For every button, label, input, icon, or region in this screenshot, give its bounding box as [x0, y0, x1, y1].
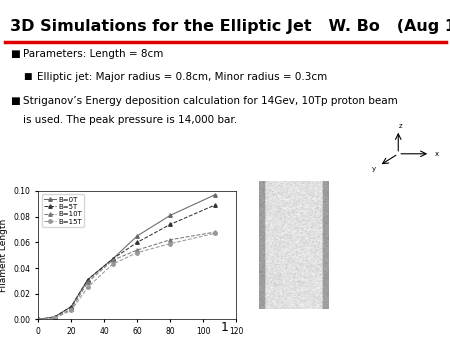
Text: y: y [372, 166, 376, 172]
B=5T [110, 257, 115, 261]
Y-axis label: Filament Length: Filament Length [0, 219, 8, 292]
Text: Elliptic jet: Major radius = 0.8cm, Minor radius = 0.3cm: Elliptic jet: Major radius = 0.8cm, Mino… [37, 72, 327, 82]
B=0T [68, 305, 74, 309]
B=0T [52, 315, 58, 319]
Text: 3D Simulations for the Elliptic Jet   W. Bo   (Aug 12, 2009): 3D Simulations for the Elliptic Jet W. B… [10, 19, 450, 33]
B=15T [36, 317, 41, 321]
Line: B=10T: B=10T [36, 230, 216, 321]
B=5T [135, 240, 140, 244]
Line: B=5T: B=5T [36, 203, 216, 321]
B=10T [68, 307, 74, 311]
B=5T [36, 317, 41, 321]
Text: z: z [399, 123, 403, 129]
Text: Parameters: Length = 8cm: Parameters: Length = 8cm [23, 49, 164, 59]
Text: ■: ■ [10, 49, 20, 59]
Legend: B=0T, B=5T, B=10T, B=15T: B=0T, B=5T, B=10T, B=15T [42, 194, 84, 227]
B=15T [110, 262, 115, 266]
B=15T [85, 285, 90, 289]
Text: x: x [434, 151, 439, 157]
Line: B=15T: B=15T [36, 232, 216, 321]
Line: B=0T: B=0T [36, 193, 216, 321]
B=5T [68, 305, 74, 309]
B=10T [135, 248, 140, 252]
B=5T [85, 277, 90, 282]
B=0T [135, 234, 140, 238]
B=0T [85, 277, 90, 282]
B=10T [212, 230, 217, 234]
B=0T [212, 193, 217, 197]
B=10T [110, 258, 115, 262]
B=5T [167, 222, 173, 226]
B=15T [68, 308, 74, 312]
B=10T [167, 238, 173, 242]
B=5T [52, 315, 58, 319]
B=10T [52, 315, 58, 319]
B=15T [52, 316, 58, 320]
B=0T [167, 213, 173, 217]
B=5T [212, 203, 217, 207]
B=15T [167, 242, 173, 246]
Text: is used. The peak pressure is 14,000 bar.: is used. The peak pressure is 14,000 bar… [23, 115, 238, 125]
B=0T [36, 317, 41, 321]
B=10T [36, 317, 41, 321]
Text: 1: 1 [221, 321, 229, 334]
B=15T [135, 250, 140, 255]
Text: ■: ■ [23, 72, 32, 81]
B=10T [85, 280, 90, 284]
B=0T [110, 257, 115, 261]
Text: ■: ■ [10, 96, 20, 106]
Text: Striganov’s Energy deposition calculation for 14Gev, 10Tp proton beam: Striganov’s Energy deposition calculatio… [23, 96, 398, 106]
B=15T [212, 231, 217, 235]
